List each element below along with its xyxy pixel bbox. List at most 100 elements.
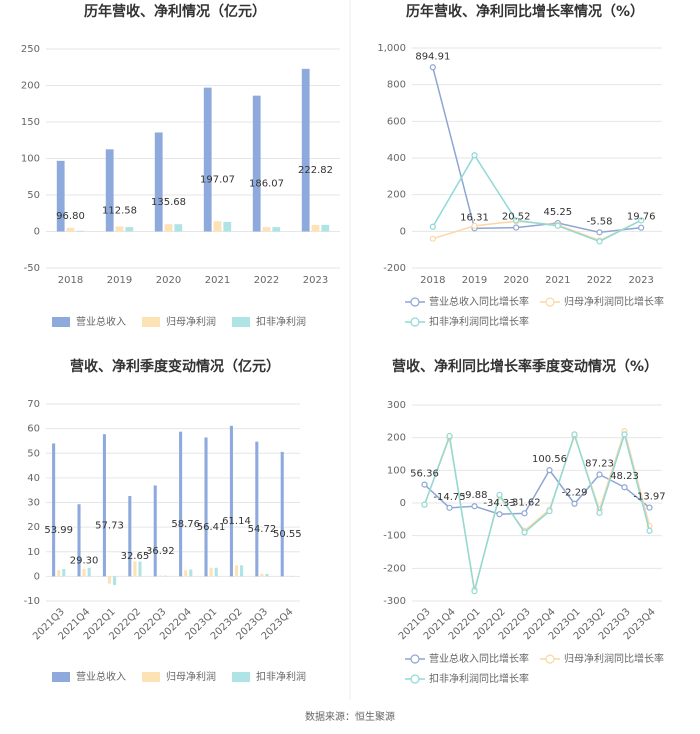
bar xyxy=(234,565,239,577)
bar xyxy=(158,575,162,577)
point xyxy=(596,238,603,245)
point xyxy=(429,235,436,242)
data-label: 197.07 xyxy=(200,175,235,186)
point xyxy=(496,491,503,498)
data-label: 96.80 xyxy=(56,211,85,222)
bar xyxy=(57,570,61,577)
bar xyxy=(252,95,261,232)
legend-label: 归母净利润 xyxy=(166,670,216,683)
point xyxy=(646,504,653,511)
legend-swatch xyxy=(410,654,420,664)
y-tick-label: 150 xyxy=(21,117,40,128)
x-tick-label: 2018 xyxy=(58,275,83,286)
bar xyxy=(56,160,65,232)
bar xyxy=(77,504,81,577)
data-label: 894.91 xyxy=(415,51,450,62)
bar xyxy=(260,573,264,577)
source-note: 数据来源：恒生聚源 xyxy=(305,710,395,723)
bar xyxy=(321,224,330,232)
chart-title: 历年营收、净利情况（亿元） xyxy=(84,3,266,20)
legend-swatch xyxy=(545,297,555,307)
bar xyxy=(133,561,137,577)
legend-swatch xyxy=(232,317,250,327)
legend-label: 归母净利润同比增长率 xyxy=(564,295,664,308)
x-tick-label: 2023 xyxy=(303,275,328,286)
point xyxy=(471,222,478,229)
y-tick-label: 400 xyxy=(387,153,406,164)
y-tick-label: 100 xyxy=(21,154,40,165)
y-tick-label: 40 xyxy=(27,473,40,484)
data-label: -9.88 xyxy=(462,490,488,501)
bar xyxy=(164,224,173,232)
bar xyxy=(223,222,232,232)
y-tick-label: 60 xyxy=(27,424,40,435)
data-label: 45.25 xyxy=(544,207,573,218)
data-label: 29.30 xyxy=(70,555,99,566)
legend-label: 扣非净利润 xyxy=(256,670,306,683)
y-tick-label: -50 xyxy=(24,263,40,274)
line xyxy=(423,431,651,592)
legend-label: 营业总收入 xyxy=(76,670,126,683)
point xyxy=(429,64,436,71)
y-tick-label: -200 xyxy=(383,563,406,574)
bar xyxy=(113,576,117,585)
data-label: 56.36 xyxy=(410,469,439,480)
point xyxy=(521,510,528,517)
y-tick-label: -10 xyxy=(24,596,40,607)
y-tick-label: 0 xyxy=(34,227,40,238)
point xyxy=(546,508,553,515)
y-tick-label: 1,000 xyxy=(377,43,406,54)
chart-title: 营收、净利同比增长率季度变动情况（%） xyxy=(392,358,658,375)
data-label: 20.52 xyxy=(502,212,531,223)
data-label: 61.14 xyxy=(222,516,251,527)
y-tick-label: -200 xyxy=(383,263,406,274)
bar xyxy=(115,226,124,232)
data-label: 58.76 xyxy=(171,519,200,530)
y-tick-label: 300 xyxy=(387,400,406,411)
point xyxy=(596,471,603,478)
y-tick-label: -300 xyxy=(383,596,406,607)
data-label: -5.58 xyxy=(587,216,613,227)
bar xyxy=(184,570,188,577)
data-label: 100.56 xyxy=(532,454,567,465)
y-tick-label: 200 xyxy=(387,433,406,444)
y-tick-label: 200 xyxy=(21,81,40,92)
point xyxy=(621,484,628,491)
legend-label: 营业总收入同比增长率 xyxy=(429,295,529,308)
data-label: 87.23 xyxy=(585,459,614,470)
data-label: 56.41 xyxy=(197,522,226,533)
bar xyxy=(154,132,163,232)
legend-label: 扣非净利润同比增长率 xyxy=(429,315,529,328)
x-tick-label: 2022 xyxy=(254,275,279,286)
legend-swatch xyxy=(232,672,250,682)
y-tick-label: 250 xyxy=(21,44,40,55)
data-label: 32.65 xyxy=(121,551,150,562)
legend-swatch xyxy=(410,674,420,684)
chart-title: 历年营收、净利同比增长率情况（%） xyxy=(406,3,644,20)
bar xyxy=(280,451,284,577)
y-tick-label: 10 xyxy=(27,547,40,558)
y-tick-label: 0 xyxy=(400,498,406,509)
point xyxy=(513,224,520,231)
bar xyxy=(87,567,91,577)
data-label: 50.55 xyxy=(273,529,302,540)
line xyxy=(423,468,650,515)
bar xyxy=(311,224,320,232)
point xyxy=(571,500,578,507)
y-tick-label: 600 xyxy=(387,116,406,127)
data-label: 19.76 xyxy=(627,212,656,223)
x-tick-label: 2023 xyxy=(628,275,653,286)
x-tick-label: 2022 xyxy=(587,275,612,286)
legend-swatch xyxy=(52,317,70,327)
legend-swatch xyxy=(545,654,555,664)
bar xyxy=(76,230,85,232)
data-label: 48.23 xyxy=(610,471,639,482)
legend-swatch xyxy=(142,317,160,327)
x-tick-label: 2018 xyxy=(420,275,445,286)
bar xyxy=(125,227,134,232)
legend-swatch xyxy=(52,672,70,682)
bar xyxy=(138,561,142,577)
bar xyxy=(174,224,183,232)
line xyxy=(432,67,642,234)
y-tick-label: 50 xyxy=(27,448,40,459)
